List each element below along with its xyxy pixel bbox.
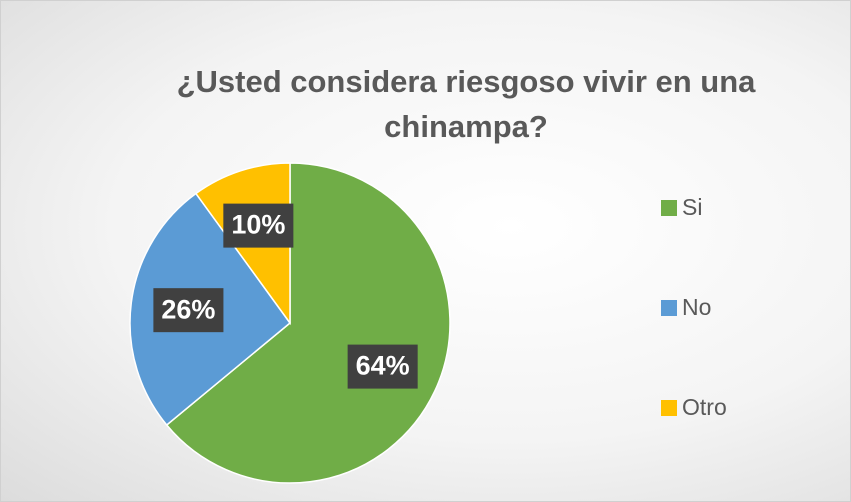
data-label: 64%: [347, 344, 418, 389]
data-label-text: 64%: [356, 351, 410, 381]
legend-swatch: [661, 400, 677, 416]
chart-title: ¿Usted considera riesgoso vivir en una c…: [176, 64, 756, 144]
legend-label: No: [682, 294, 711, 320]
data-label-text: 26%: [161, 294, 215, 324]
data-label: 26%: [153, 288, 224, 333]
pie-slice: [165, 162, 451, 484]
legend-swatch: [661, 300, 677, 316]
data-label-box: [347, 344, 418, 389]
data-label-box: [223, 203, 294, 248]
data-label-text: 10%: [231, 210, 285, 240]
legend-label: Otro: [682, 394, 727, 420]
data-label-box: [153, 288, 224, 333]
data-label: 10%: [223, 203, 294, 248]
legend-swatch: [661, 200, 677, 216]
legend-label: Si: [682, 194, 702, 220]
